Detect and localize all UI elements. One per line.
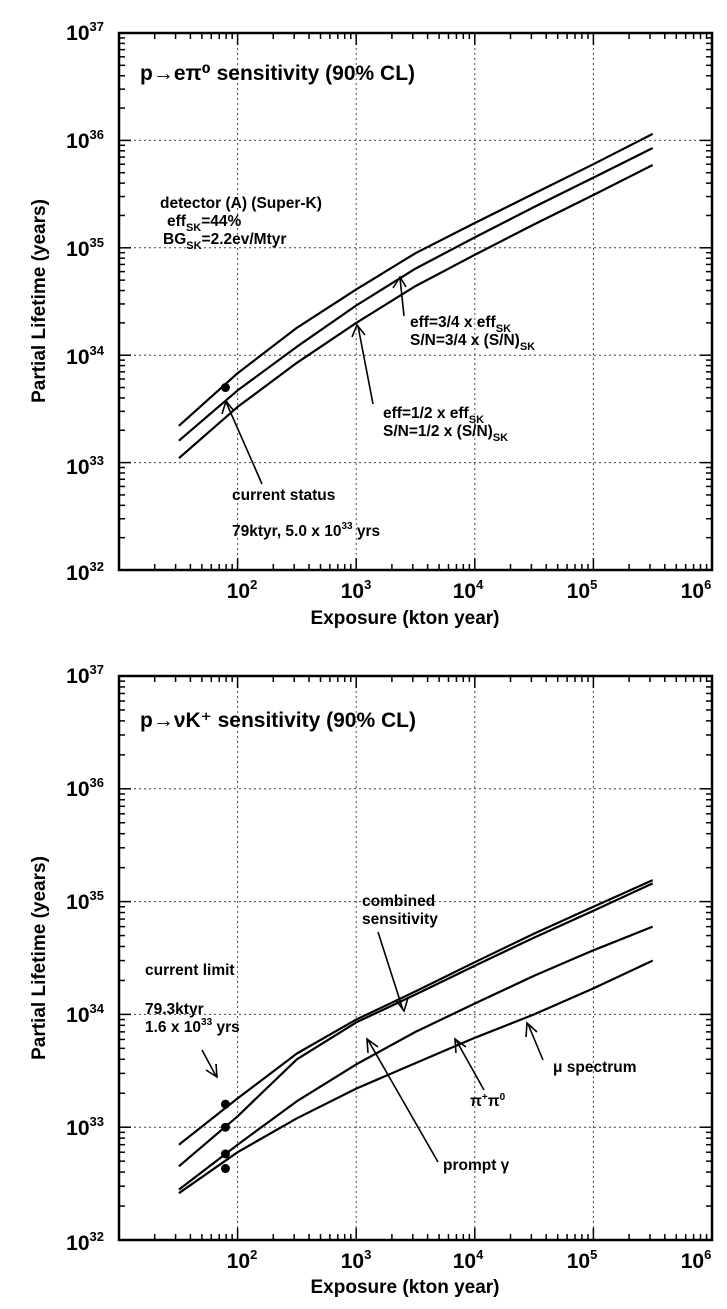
y-tick-label: 1037: [66, 19, 104, 45]
annotation-limit-value: 1.6 x 1033 yrs: [145, 1017, 240, 1036]
x-tick-label: 103: [341, 577, 372, 603]
x-tick-labels: 102 103 104 105 106: [227, 577, 712, 603]
y-tick-label: 1035: [66, 888, 104, 914]
annotation-prompt-gamma: prompt γ: [443, 1157, 510, 1174]
series-line: [178, 879, 654, 1146]
arrow-head: [395, 997, 409, 1013]
axis-ticks: [119, 676, 712, 1240]
arrow-head: [454, 1037, 467, 1054]
gridlines: [119, 676, 712, 1240]
panel-bottom: 1037 1036 1035 1034 1033 1032 102 103 10…: [29, 662, 714, 1298]
y-tick-label: 1037: [66, 662, 104, 688]
arrow-combined: [377, 931, 404, 1011]
annotation-eff-sk: effSK=44%: [167, 213, 242, 234]
data-point: [220, 383, 230, 393]
annotation-pi-pi0: π+π0: [470, 1092, 506, 1110]
y-axis-label: Partial Lifetime (years): [29, 856, 50, 1060]
curves: [178, 132, 654, 460]
axis-ticks: [119, 33, 712, 570]
arrow-head: [366, 1037, 379, 1054]
series-line: [178, 925, 654, 1191]
annotation-sensitivity: sensitivity: [362, 911, 438, 928]
annotation-current-limit: current limit: [145, 962, 235, 979]
annotation-eff-3-4: eff=3/4 x effSK: [410, 314, 511, 335]
y-tick-label: 1034: [66, 1001, 105, 1027]
y-axis-label: Partial Lifetime (years): [29, 199, 50, 403]
arrow-prompt: [367, 1039, 439, 1163]
chart-title: p→νK⁺ sensitivity (90% CL): [140, 709, 416, 732]
data-point: [220, 1099, 230, 1109]
x-tick-labels: 102 103 104 105 106: [227, 1247, 712, 1273]
arrow-head: [525, 1021, 538, 1038]
annotation-detector: detector (A) (Super-K): [160, 195, 322, 212]
annotation-status-value: 79ktyr, 5.0 x 1033 yrs: [232, 521, 380, 540]
data-point: [220, 1122, 230, 1132]
y-tick-label: 1032: [66, 1229, 104, 1255]
y-tick-labels: 1037 1036 1035 1034 1033 1032: [66, 19, 105, 585]
y-tick-labels: 1037 1036 1035 1034 1033 1032: [66, 662, 105, 1255]
y-tick-label: 1032: [66, 559, 104, 585]
annotation-limit-exposure: 79.3ktyr: [145, 1001, 204, 1018]
gridlines: [119, 33, 712, 570]
data-point: [220, 1149, 230, 1159]
x-tick-label: 105: [567, 577, 598, 603]
series-line: [178, 147, 654, 442]
annotation-bg-sk: BGSK=2.2ev/Mtyr: [163, 231, 286, 252]
arrow-pi-pi0: [455, 1039, 485, 1091]
arrow-head: [351, 323, 366, 338]
annotation-eff-1-2: eff=1/2 x effSK: [383, 405, 484, 426]
x-tick-label: 102: [227, 577, 258, 603]
plot-frame: [117, 31, 714, 572]
x-tick-label: 104: [453, 577, 484, 603]
annotation-sn-3-4: S/N=3/4 x (S/N)SK: [410, 332, 535, 353]
arrow-eff-1-2: [357, 325, 374, 405]
annotation-mu-spectrum: μ spectrum: [553, 1059, 637, 1076]
arrow-mu: [527, 1023, 544, 1061]
arrow-eff-3-4: [399, 277, 405, 317]
arrow-head: [392, 275, 407, 289]
x-tick-label: 104: [453, 1247, 484, 1273]
series-line: [178, 132, 654, 427]
data-point: [220, 1164, 230, 1174]
y-tick-label: 1036: [66, 775, 104, 801]
y-tick-label: 1034: [66, 343, 105, 369]
x-tick-label: 106: [681, 577, 712, 603]
annotation-sn-1-2: S/N=1/2 x (S/N)SK: [383, 423, 508, 444]
series-line: [178, 959, 654, 1195]
annotation-combined: combined: [362, 893, 435, 910]
arrow-head: [221, 399, 235, 415]
x-tick-label: 102: [227, 1247, 258, 1273]
x-tick-label: 106: [681, 1247, 712, 1273]
y-tick-label: 1035: [66, 235, 104, 261]
y-tick-label: 1033: [66, 1114, 104, 1140]
y-tick-label: 1036: [66, 127, 104, 153]
x-axis-label: Exposure (kton year): [311, 608, 500, 629]
x-axis-label: Exposure (kton year): [311, 1277, 500, 1298]
y-tick-label: 1033: [66, 453, 104, 479]
plot-frame: [117, 674, 714, 1242]
panel-top: 1037 1036 1035 1034 1033 1032 102 103 10…: [29, 19, 714, 629]
data-points: [220, 1099, 230, 1174]
arrow-head: [205, 1063, 218, 1079]
annotation-current-status: current status: [232, 487, 335, 504]
curves: [178, 879, 654, 1195]
series-line: [178, 164, 654, 460]
series-line: [178, 882, 654, 1168]
x-tick-label: 105: [567, 1247, 598, 1273]
arrow-current-limit: [201, 1049, 217, 1077]
x-tick-label: 103: [341, 1247, 372, 1273]
arrow-current-status: [225, 401, 263, 485]
data-points: [220, 383, 230, 393]
chart-title: p→eπ⁰ sensitivity (90% CL): [140, 62, 415, 85]
